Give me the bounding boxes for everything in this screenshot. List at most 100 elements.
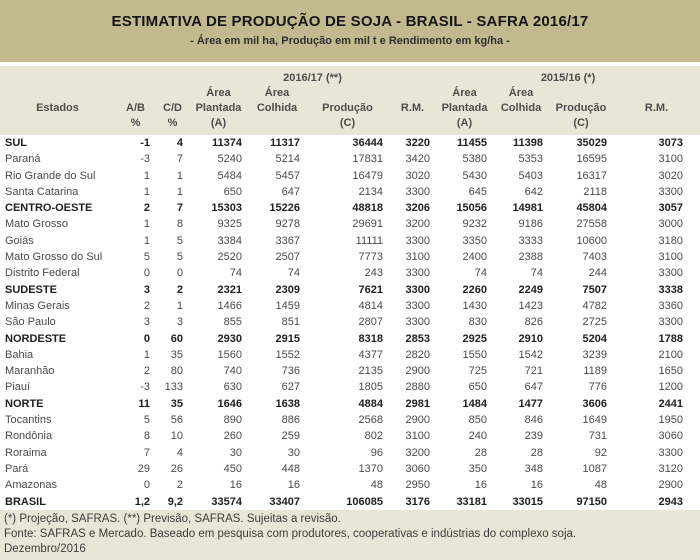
- cell-area-plantada-2016: 855: [223, 316, 242, 329]
- cell-area-plantada-2015: 2260: [462, 283, 488, 296]
- cell-ab-pct: 1: [143, 348, 150, 361]
- cell-ab-pct: 2: [143, 365, 150, 378]
- cell-area-plantada-2016: 11374: [212, 137, 242, 149]
- footnote-date: Dezembro/2016: [4, 543, 86, 556]
- col-header-plantada-2016: Plantada: [195, 102, 242, 114]
- cell-rm-2015: 3360: [658, 299, 684, 312]
- cell-area-colhida-2015: 642: [524, 185, 544, 198]
- cell-ab-pct: 7: [143, 446, 150, 459]
- cell-ab-pct: 3: [143, 283, 150, 296]
- cell-cd-pct: 5: [176, 234, 183, 247]
- cell-area-colhida-2016: 448: [281, 462, 300, 475]
- cell-area-colhida-2016: 2309: [275, 283, 300, 296]
- col-header-producao-2016: Produção: [322, 102, 373, 114]
- cell-rm-2016: 3206: [405, 202, 431, 215]
- cell-area-plantada-2016: 15303: [211, 202, 242, 215]
- cell-ab-pct: 8: [143, 430, 150, 443]
- cell-cd-pct: 7: [176, 202, 183, 215]
- cell-producao-2015: 731: [588, 430, 608, 443]
- cell-producao-2016: 2807: [358, 316, 383, 329]
- footnote-revision: (*) Projeção, SAFRAS. (**) Previsão, SAF…: [4, 512, 341, 525]
- cell-producao-2015: 244: [588, 267, 608, 280]
- cell-rm-2016: 3420: [405, 153, 431, 166]
- cell-area-colhida-2015: 11398: [513, 137, 544, 149]
- cell-area-colhida-2015: 5353: [518, 153, 544, 166]
- cell-producao-2015: 92: [594, 446, 608, 459]
- cell-cd-pct: 1: [176, 185, 183, 198]
- table-row: Mato Grosso do Sul 5 5 2520 2507 7773 31…: [0, 249, 700, 265]
- cell-area-plantada-2016: 450: [223, 462, 242, 475]
- cell-ab-pct: 1: [143, 185, 150, 198]
- state-name: Mato Grosso: [5, 218, 68, 231]
- cell-producao-2016: 17831: [352, 153, 383, 166]
- cell-area-colhida-2016: 736: [281, 365, 300, 378]
- cell-rm-2016: 3200: [405, 218, 431, 231]
- cell-area-colhida-2015: 74: [530, 267, 544, 280]
- cell-producao-2016: 8318: [358, 332, 383, 345]
- cell-area-plantada-2015: 11455: [457, 137, 488, 149]
- cell-area-plantada-2015: 830: [468, 316, 488, 329]
- cell-rm-2016: 3300: [405, 185, 431, 198]
- cell-cd-pct: 5: [176, 251, 183, 264]
- cell-producao-2016: 96: [370, 446, 383, 459]
- cell-area-plantada-2016: 3384: [217, 234, 242, 247]
- col-header-rm-2016: R.M.: [400, 102, 425, 114]
- cell-area-colhida-2016: 16: [287, 479, 300, 492]
- cell-producao-2015: 1649: [582, 414, 608, 427]
- state-name: Amazonas: [5, 479, 57, 492]
- state-name: Pará: [5, 462, 29, 475]
- cell-ab-pct: 2: [143, 299, 150, 312]
- table-row: Goiás 1 5 3384 3367 11111 3300 3350 3333…: [0, 233, 700, 249]
- cell-producao-2016: 16479: [352, 169, 383, 182]
- cell-rm-2015: 3057: [658, 202, 684, 215]
- cell-cd-pct: 4: [176, 137, 183, 149]
- cell-rm-2016: 3300: [405, 299, 431, 312]
- cell-area-colhida-2015: 28: [530, 446, 544, 459]
- table-row: Pará 29 26 450 448 1370 3060 350 348 108…: [0, 461, 700, 477]
- cell-area-plantada-2016: 1646: [217, 397, 242, 410]
- cell-rm-2015: 3000: [658, 218, 684, 231]
- cell-producao-2015: 97150: [576, 495, 608, 508]
- cell-area-plantada-2015: 725: [468, 365, 488, 378]
- table-row: SUDESTE 3 2 2321 2309 7621 3300 2260 224…: [0, 282, 700, 298]
- cell-area-plantada-2016: 1560: [217, 348, 242, 361]
- cell-area-plantada-2015: 74: [474, 267, 488, 280]
- cell-producao-2016: 4884: [358, 397, 383, 410]
- title-band: ESTIMATIVA DE PRODUÇÃO DE SOJA - BRASIL …: [0, 0, 700, 62]
- table-row: Minas Gerais 2 1 1466 1459 4814 3300 143…: [0, 298, 700, 314]
- cell-area-colhida-2016: 9278: [275, 218, 300, 231]
- cell-area-plantada-2016: 2520: [217, 251, 242, 264]
- state-name: Tocantins: [5, 414, 52, 427]
- cell-rm-2016: 3300: [405, 234, 431, 247]
- cell-area-colhida-2016: 2915: [275, 332, 300, 345]
- cell-area-plantada-2016: 30: [229, 446, 242, 459]
- cell-rm-2016: 2900: [405, 365, 431, 378]
- col-header-producao-2015: Produção: [555, 102, 607, 114]
- state-name: Paraná: [5, 153, 41, 166]
- cell-area-plantada-2015: 1430: [462, 299, 488, 312]
- table-row: Bahia 1 35 1560 1552 4377 2820 1550 1542…: [0, 347, 700, 363]
- cell-cd-pct: 80: [170, 365, 183, 378]
- state-name: São Paulo: [5, 316, 56, 329]
- cell-area-colhida-2015: 9186: [518, 218, 544, 231]
- cell-rm-2015: 3060: [658, 430, 684, 443]
- cell-ab-pct: 3: [143, 316, 150, 329]
- table-row: Santa Catarina 1 1 650 647 2134 3300 645…: [0, 184, 700, 200]
- cell-area-colhida-2016: 15226: [269, 202, 300, 215]
- cell-cd-pct: 133: [164, 381, 183, 394]
- cell-rm-2016: 3220: [405, 137, 431, 149]
- cell-rm-2015: 3020: [658, 169, 684, 182]
- cell-area-plantada-2015: 9232: [462, 218, 488, 231]
- cell-area-colhida-2015: 33015: [512, 495, 544, 508]
- state-name: NORTE: [5, 397, 44, 410]
- cell-ab-pct: 5: [143, 414, 150, 427]
- cell-ab-pct: 11: [138, 397, 150, 410]
- cell-area-colhida-2016: 259: [281, 430, 300, 443]
- header-area-colhida-2016-line1: Área: [264, 87, 290, 99]
- cell-rm-2016: 3020: [405, 169, 431, 182]
- cell-ab-pct: -3: [140, 381, 150, 394]
- cell-area-colhida-2016: 33407: [269, 495, 300, 508]
- cell-producao-2015: 35029: [576, 137, 608, 149]
- state-name: Rio Grande do Sul: [5, 169, 96, 182]
- cell-ab-pct: 0: [143, 332, 150, 345]
